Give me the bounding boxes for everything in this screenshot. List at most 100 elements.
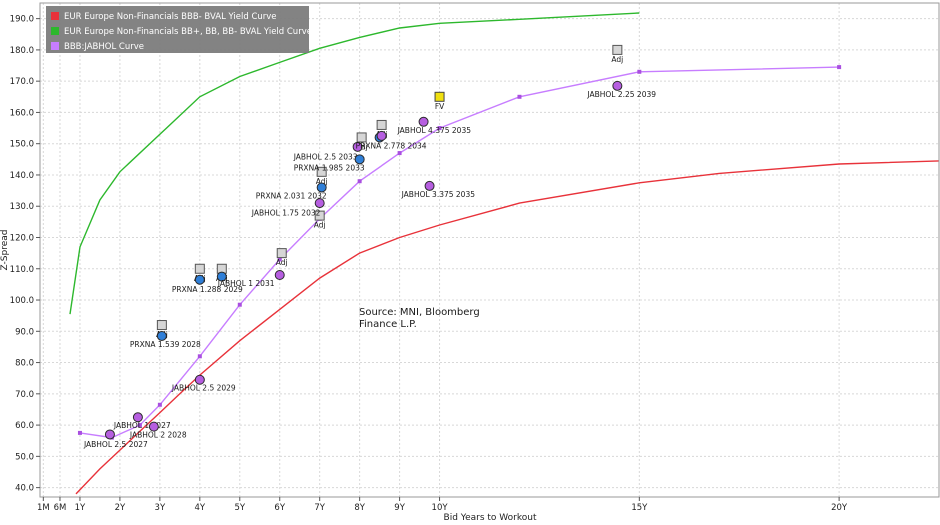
bond-marker xyxy=(156,330,167,341)
adj-marker xyxy=(314,210,325,221)
bond-marker xyxy=(194,274,205,285)
bond-marker xyxy=(376,130,387,141)
x-tick-label: 6M xyxy=(54,503,67,513)
bond-marker xyxy=(352,141,363,152)
bond-marker xyxy=(424,180,435,191)
y-tick-label: 100.0 xyxy=(10,296,34,306)
bond-marker xyxy=(132,412,143,423)
y-axis: 40.0 50.0 60.0 70.0 80.0 90.0 100.0 110.0 120.0 1… xyxy=(10,15,40,494)
curve-point xyxy=(637,69,642,74)
fv-marker xyxy=(434,91,445,102)
x-tick-label: 1M xyxy=(37,503,50,513)
fv-label: FV xyxy=(435,102,445,111)
bond-label: PRXNA 2.031 2032 xyxy=(256,191,327,200)
bond-marker xyxy=(612,80,623,91)
y-tick-label: 150.0 xyxy=(10,140,34,150)
x-tick-label: 7Y xyxy=(314,503,325,513)
legend-swatch-bbb xyxy=(51,12,59,20)
adj-marker xyxy=(376,119,387,130)
bond-marker xyxy=(354,154,365,165)
y-tick-label: 70.0 xyxy=(15,390,34,400)
curve-point xyxy=(197,354,202,359)
bond-marker xyxy=(418,116,429,127)
bond-marker xyxy=(194,374,205,385)
adj-marker xyxy=(194,263,205,274)
bond-marker xyxy=(316,182,327,193)
curve-point xyxy=(137,423,142,428)
y-tick-label: 120.0 xyxy=(10,233,34,243)
y-tick-label: 80.0 xyxy=(15,359,34,369)
adj-marker xyxy=(316,166,327,177)
bond-label: JABHOL 2 2028 xyxy=(129,431,187,440)
adj-label: Adj xyxy=(316,177,328,186)
legend-label-bb[interactable]: EUR Europe Non-Financials BB+, BB, BB- B… xyxy=(64,27,312,37)
bond-label: JABHOL 1 2031 xyxy=(217,279,275,288)
legend-swatch-jabhol xyxy=(51,42,59,50)
grid xyxy=(40,3,939,497)
bond-label: JABHOL 2.5 2033 xyxy=(293,152,358,161)
y-tick-label: 140.0 xyxy=(10,171,34,181)
x-axis: 1M 6M 1Y 2Y 3Y 4Y 5Y 6Y 7Y 8Y 9Y 10Y 15Y 20Y xyxy=(37,497,848,513)
y-tick-label: 190.0 xyxy=(10,15,34,25)
x-tick-label: 2Y xyxy=(115,503,126,513)
y-tick-label: 160.0 xyxy=(10,108,34,118)
x-tick-label: 15Y xyxy=(631,503,648,513)
adj-label: Adj xyxy=(276,258,288,267)
legend[interactable]: EUR Europe Non-Financials BBB- BVAL Yiel… xyxy=(46,6,312,53)
bond-marker xyxy=(274,270,285,281)
bond-label: PRXNA 1.985 2033 xyxy=(294,163,365,172)
curve-point xyxy=(437,126,442,131)
curve-point xyxy=(837,65,842,70)
bond-marker xyxy=(314,198,325,209)
legend-label-bbb[interactable]: EUR Europe Non-Financials BBB- BVAL Yiel… xyxy=(64,12,277,22)
bond-label: PRXNA 1.539 2028 xyxy=(130,340,201,349)
y-tick-label: 170.0 xyxy=(10,77,34,87)
x-tick-label: 4Y xyxy=(195,503,206,513)
y-tick-label: 60.0 xyxy=(15,421,34,431)
bond-label: JABHOL 2.5 2029 xyxy=(171,384,236,393)
adj-marker xyxy=(276,248,287,259)
bond-marker xyxy=(104,429,115,440)
x-tick-label: 9Y xyxy=(394,503,405,513)
bond-label: JABHOL 1.75 2032 xyxy=(251,209,321,218)
plot-area: AdjAdjAdjAdjAdjAdjAdjAdjAdjFVJABHOL 2.5 … xyxy=(69,12,940,495)
x-tick-label: 10Y xyxy=(432,503,449,513)
bond-label: JABHOL 4.375 2035 xyxy=(397,126,472,135)
y-tick-label: 50.0 xyxy=(15,452,34,462)
x-tick-label: 3Y xyxy=(155,503,166,513)
adj-label: Adj xyxy=(611,55,623,64)
adj-marker xyxy=(156,320,167,331)
y-tick-label: 90.0 xyxy=(15,327,34,337)
x-tick-label: 1Y xyxy=(75,503,86,513)
curve-point xyxy=(517,94,522,99)
adj-marker xyxy=(612,44,623,55)
y-axis-label: Z-Spread xyxy=(0,230,10,271)
adj-label: Adj xyxy=(314,221,326,230)
curve-point xyxy=(357,179,362,184)
legend-box xyxy=(46,6,309,53)
bond-marker xyxy=(216,271,227,282)
x-tick-label: 8Y xyxy=(354,503,365,513)
bond-label: JABHOL 1 2027 xyxy=(113,421,171,430)
bond-label: PRXNA 1.288 2029 xyxy=(172,285,243,294)
adj-marker xyxy=(356,132,367,143)
x-axis-label: Bid Years to Workout xyxy=(444,513,537,523)
curve-point xyxy=(277,257,282,262)
source-note-line-1: Source: MNI, Bloomberg xyxy=(359,307,480,318)
x-tick-label: 6Y xyxy=(274,503,285,513)
x-tick-label: 20Y xyxy=(831,503,848,513)
bond-label: JABHOL 2.25 2039 xyxy=(586,90,656,99)
y-tick-label: 40.0 xyxy=(15,484,34,494)
bond-marker xyxy=(148,421,159,432)
legend-label-jabhol[interactable]: BBB:JABHOL Curve xyxy=(64,42,144,52)
bond-label: PRXNA 2.778 2034 xyxy=(356,141,427,150)
legend-swatch-bb xyxy=(51,27,59,35)
y-tick-label: 110.0 xyxy=(10,265,34,275)
bond-label: JABHOL 2.5 2027 xyxy=(83,440,148,449)
x-tick-label: 5Y xyxy=(234,503,245,513)
curve-point xyxy=(77,430,82,435)
y-tick-label: 130.0 xyxy=(10,202,34,212)
curve-point xyxy=(237,302,242,307)
